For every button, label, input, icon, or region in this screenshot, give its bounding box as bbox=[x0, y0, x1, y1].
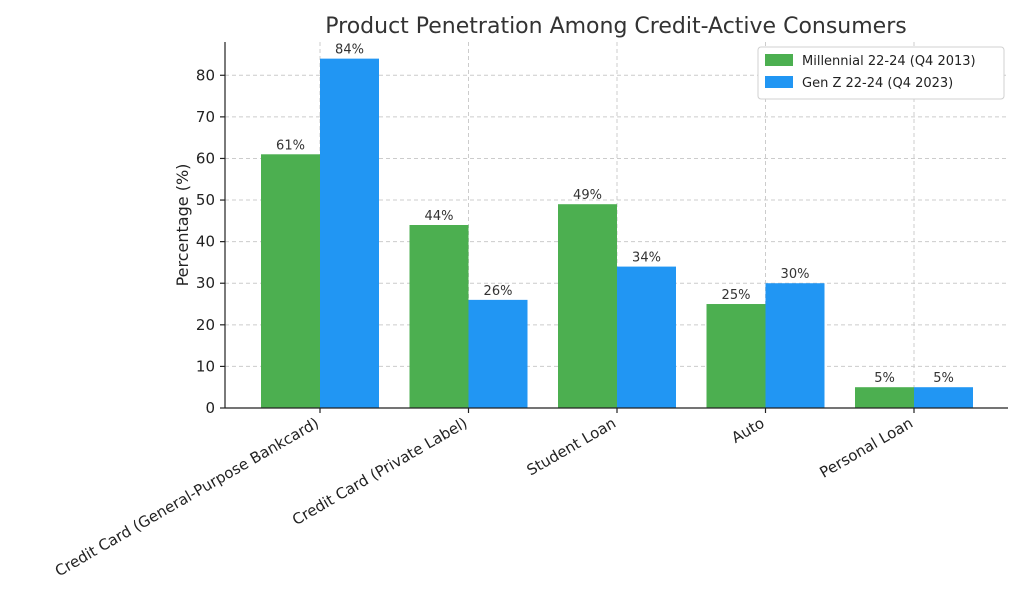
legend-swatch-millennial bbox=[765, 54, 793, 66]
y-axis-label: Percentage (%) bbox=[173, 164, 192, 287]
data-label: 5% bbox=[933, 371, 954, 386]
bar bbox=[320, 58, 379, 409]
bar bbox=[409, 225, 469, 408]
y-tick-label: 70 bbox=[196, 108, 215, 126]
bar bbox=[261, 154, 320, 408]
data-label: 44% bbox=[425, 209, 454, 224]
y-tick-label: 30 bbox=[196, 274, 215, 292]
data-label: 61% bbox=[276, 138, 305, 153]
y-tick-label: 20 bbox=[196, 316, 215, 334]
legend-swatch-genz bbox=[765, 76, 793, 88]
data-label: 84% bbox=[335, 43, 364, 58]
chart-title: Product Penetration Among Credit-Active … bbox=[325, 14, 906, 39]
bar bbox=[765, 283, 825, 408]
data-label: 5% bbox=[874, 371, 895, 386]
x-tick-label: Credit Card (General-Purpose Bankcard) bbox=[52, 414, 322, 580]
y-tick-label: 50 bbox=[196, 191, 215, 209]
legend-box bbox=[757, 46, 1005, 100]
y-tick-label: 10 bbox=[196, 357, 215, 375]
x-tick-label: Personal Loan bbox=[816, 414, 916, 482]
bar bbox=[706, 304, 766, 408]
bar bbox=[914, 387, 973, 408]
bar bbox=[468, 299, 528, 408]
legend-label-genz: Gen Z 22-24 (Q4 2023) bbox=[802, 76, 953, 91]
x-ticks: Credit Card (General-Purpose Bankcard)Cr… bbox=[52, 408, 916, 580]
y-tick-label: 80 bbox=[196, 66, 215, 84]
data-label: 25% bbox=[722, 288, 751, 303]
x-tick-label: Student Loan bbox=[524, 414, 619, 479]
bar bbox=[617, 266, 676, 408]
data-label: 49% bbox=[573, 188, 602, 203]
x-tick-label: Auto bbox=[728, 414, 767, 447]
y-tick-label: 40 bbox=[196, 233, 215, 251]
bar bbox=[855, 387, 914, 408]
bars: 61% 44% 49% 25% 5% 84% 26% 34% 30% 5% bbox=[261, 43, 973, 409]
data-label: 26% bbox=[484, 284, 513, 299]
y-tick-label: 60 bbox=[196, 149, 215, 167]
legend: Millennial 22-24 (Q4 2013) Gen Z 22-24 (… bbox=[757, 46, 1005, 100]
y-ticks: 0 10 20 30 40 50 60 70 80 bbox=[196, 66, 225, 417]
bar bbox=[558, 204, 617, 408]
data-label: 34% bbox=[632, 251, 661, 266]
data-label: 30% bbox=[781, 267, 810, 282]
legend-label-millennial: Millennial 22-24 (Q4 2013) bbox=[802, 54, 976, 69]
y-tick-label: 0 bbox=[205, 399, 215, 417]
